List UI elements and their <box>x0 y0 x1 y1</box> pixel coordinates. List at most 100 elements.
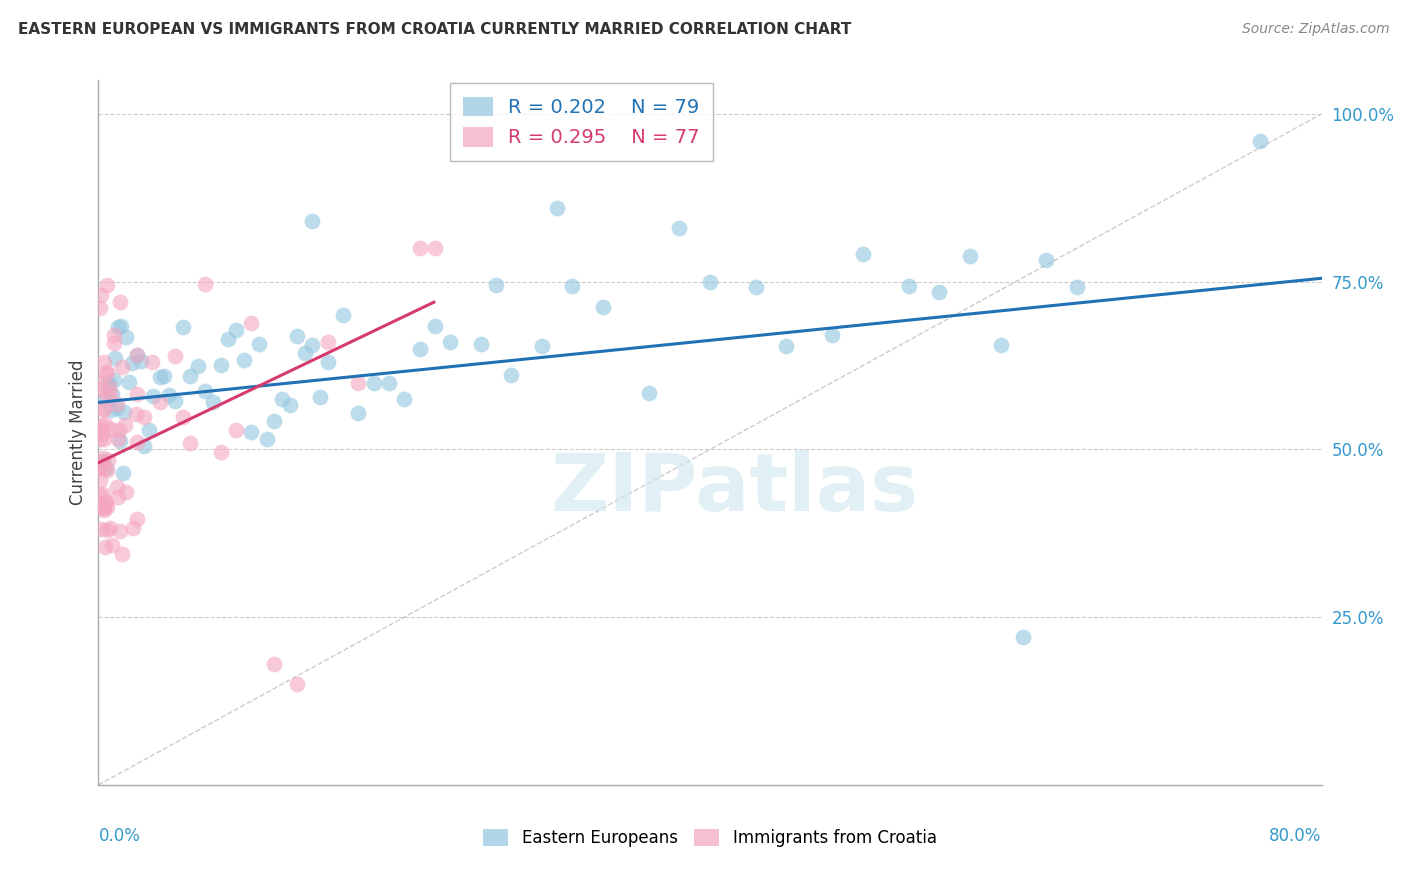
Point <box>1035 253 1057 268</box>
Point <box>270 392 292 407</box>
Point <box>125 348 148 362</box>
Point <box>247 337 270 351</box>
Point <box>107 433 129 447</box>
Point <box>202 395 225 409</box>
Point <box>97 377 120 392</box>
Point <box>93 425 115 440</box>
Point <box>96 388 118 402</box>
Text: EASTERN EUROPEAN VS IMMIGRANTS FROM CROATIA CURRENTLY MARRIED CORRELATION CHART: EASTERN EUROPEAN VS IMMIGRANTS FROM CROA… <box>18 22 852 37</box>
Point <box>209 358 232 372</box>
Point <box>108 434 131 448</box>
Point <box>637 385 661 400</box>
Point <box>125 512 148 526</box>
Point <box>89 382 111 396</box>
Point <box>141 354 163 368</box>
Point <box>111 359 134 374</box>
Point <box>1066 279 1088 293</box>
Point <box>179 436 201 450</box>
Point <box>97 453 120 467</box>
Y-axis label: Currently Married: Currently Married <box>69 359 87 506</box>
Point <box>105 480 128 494</box>
Point <box>89 473 111 487</box>
Point <box>301 214 323 228</box>
Point <box>91 460 114 475</box>
Point <box>108 524 131 539</box>
Legend: Eastern Europeans, Immigrants from Croatia: Eastern Europeans, Immigrants from Croat… <box>477 822 943 855</box>
Point <box>93 355 115 369</box>
Point <box>89 301 111 316</box>
Point <box>263 657 285 672</box>
Point <box>101 387 124 401</box>
Point <box>990 338 1012 352</box>
Point <box>125 386 148 401</box>
Point <box>408 241 430 255</box>
Point <box>256 432 278 446</box>
Point <box>90 417 112 432</box>
Point <box>149 395 172 409</box>
Point <box>115 330 138 344</box>
Point <box>96 523 118 537</box>
Point <box>91 487 114 501</box>
Point <box>134 410 156 425</box>
Point <box>105 401 128 415</box>
Point <box>98 376 121 391</box>
Point <box>240 425 263 439</box>
Point <box>225 423 247 437</box>
Point <box>96 366 118 380</box>
Point <box>89 423 111 437</box>
Point <box>163 394 186 409</box>
Point <box>138 423 160 437</box>
Point <box>423 318 446 333</box>
Point <box>105 397 128 411</box>
Point <box>134 439 156 453</box>
Point <box>90 522 112 536</box>
Point <box>378 376 401 391</box>
Point <box>240 316 263 330</box>
Text: 80.0%: 80.0% <box>1270 827 1322 846</box>
Point <box>179 368 201 383</box>
Point <box>408 342 430 356</box>
Point <box>107 490 129 504</box>
Point <box>194 384 217 399</box>
Point <box>125 348 148 362</box>
Point <box>187 359 209 373</box>
Point <box>93 502 115 516</box>
Point <box>110 318 132 333</box>
Point <box>90 288 112 302</box>
Point <box>217 332 239 346</box>
Point <box>852 246 875 260</box>
Point <box>100 402 122 417</box>
Point <box>89 488 111 502</box>
Point <box>699 275 721 289</box>
Point <box>96 463 118 477</box>
Point <box>93 392 115 406</box>
Point <box>98 380 121 394</box>
Point <box>745 279 768 293</box>
Point <box>1012 630 1035 644</box>
Point <box>94 495 117 509</box>
Point <box>108 423 131 437</box>
Point <box>392 392 416 407</box>
Point <box>668 220 690 235</box>
Point <box>115 484 138 499</box>
Point <box>89 500 111 514</box>
Point <box>90 376 112 390</box>
Point <box>157 388 180 402</box>
Point <box>232 353 254 368</box>
Point <box>90 455 112 469</box>
Point <box>775 339 797 353</box>
Point <box>101 538 124 552</box>
Point <box>423 241 446 255</box>
Point <box>501 368 523 383</box>
Point <box>94 460 117 475</box>
Point <box>103 328 125 343</box>
Point <box>108 294 131 309</box>
Text: Source: ZipAtlas.com: Source: ZipAtlas.com <box>1241 22 1389 37</box>
Point <box>114 418 136 433</box>
Point <box>94 417 117 431</box>
Point <box>172 409 194 424</box>
Point <box>89 460 111 475</box>
Point <box>316 355 339 369</box>
Point <box>111 547 134 561</box>
Point <box>1249 134 1271 148</box>
